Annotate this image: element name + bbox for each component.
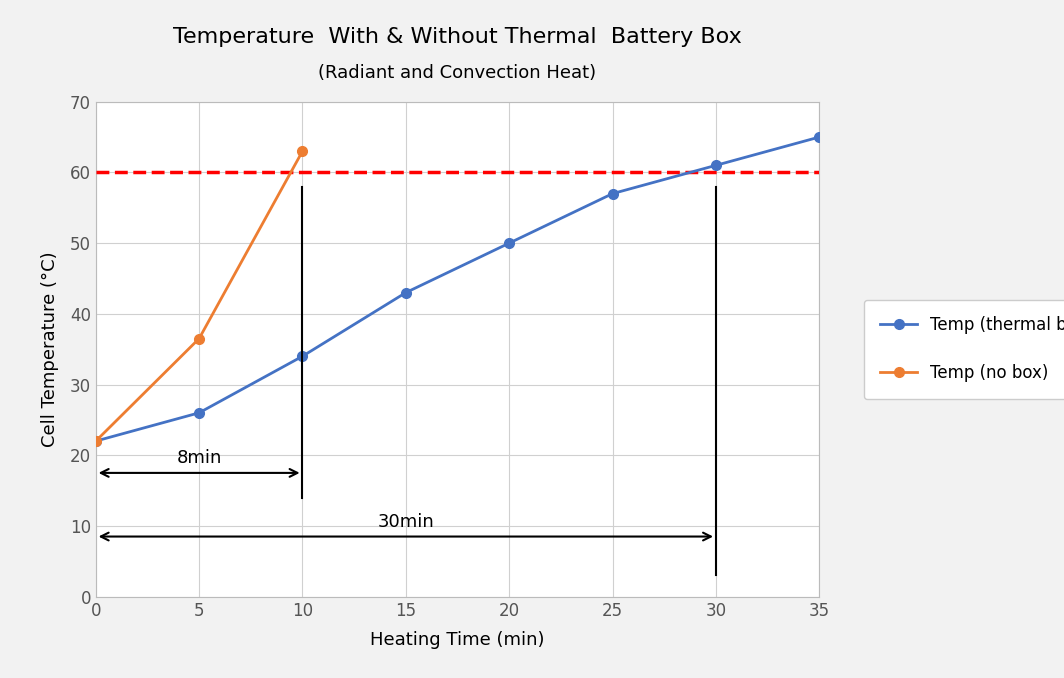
Y-axis label: Cell Temperature (°C): Cell Temperature (°C) xyxy=(40,252,59,447)
Text: Temperature  With & Without Thermal  Battery Box: Temperature With & Without Thermal Batte… xyxy=(173,27,742,47)
X-axis label: Heating Time (min): Heating Time (min) xyxy=(370,631,545,649)
Text: (Radiant and Convection Heat): (Radiant and Convection Heat) xyxy=(318,64,597,83)
Text: 8min: 8min xyxy=(177,450,221,467)
Legend: Temp (thermal box), Temp (no box): Temp (thermal box), Temp (no box) xyxy=(864,300,1064,399)
Text: 30min: 30min xyxy=(378,513,434,531)
